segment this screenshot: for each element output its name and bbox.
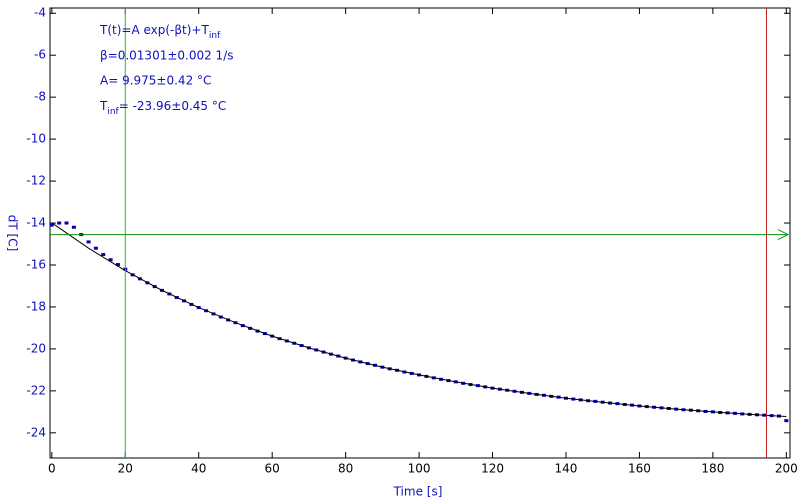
annotation: T(t)=A exp(-βt)+Tinf xyxy=(99,23,221,41)
y-tick-label: -4 xyxy=(34,6,46,20)
annotation: Tinf= -23.96±0.45 °C xyxy=(99,98,226,116)
y-axis-label: dT [C] xyxy=(6,215,20,252)
x-tick-label: 20 xyxy=(118,462,133,476)
data-point xyxy=(93,246,98,250)
x-tick-label: 180 xyxy=(701,462,724,476)
annotation-part: T(t)=A exp(-βt)+T xyxy=(99,23,209,37)
x-tick-label: 160 xyxy=(628,462,651,476)
y-tick-label: -24 xyxy=(26,425,46,439)
x-tick-label: 40 xyxy=(191,462,206,476)
y-tick-label: -20 xyxy=(26,341,46,355)
x-tick-label: 200 xyxy=(775,462,798,476)
x-tick-label: 120 xyxy=(481,462,504,476)
y-tick-label: -22 xyxy=(26,383,46,397)
annotation-part: = -23.96±0.45 °C xyxy=(119,98,227,112)
data-point xyxy=(101,253,106,257)
annotation-part: A= 9.975±0.42 °C xyxy=(100,73,211,87)
data-point xyxy=(57,221,62,225)
y-tick-label: -10 xyxy=(26,132,46,146)
data-point xyxy=(64,221,69,225)
x-tick-label: 0 xyxy=(48,462,56,476)
annotation-part: β=0.01301±0.002 1/s xyxy=(100,48,234,62)
x-tick-label: 80 xyxy=(338,462,353,476)
x-tick-label: 100 xyxy=(408,462,431,476)
data-point xyxy=(115,263,120,267)
fit-line xyxy=(51,222,787,417)
annotation-part: T xyxy=(99,98,108,112)
data-point xyxy=(49,223,54,227)
annotation-part: inf xyxy=(209,31,221,41)
cursor-arrow xyxy=(777,229,790,241)
annotation: β=0.01301±0.002 1/s xyxy=(100,48,234,62)
y-tick-label: -12 xyxy=(26,174,46,188)
annotation-part: inf xyxy=(107,106,119,116)
y-tick-label: -18 xyxy=(26,299,46,313)
data-point xyxy=(71,225,76,229)
y-tick-label: -8 xyxy=(34,90,46,104)
plot-frame xyxy=(49,7,791,459)
data-point xyxy=(784,419,789,423)
annotation: A= 9.975±0.42 °C xyxy=(100,73,211,87)
data-point xyxy=(108,258,113,262)
y-tick-label: -6 xyxy=(34,48,46,62)
y-tick-label: -16 xyxy=(26,257,46,271)
x-tick-label: 60 xyxy=(265,462,280,476)
x-tick-label: 140 xyxy=(555,462,578,476)
data-point xyxy=(86,240,91,244)
y-tick-label: -14 xyxy=(26,216,46,230)
x-axis-label: Time [s] xyxy=(393,485,443,499)
